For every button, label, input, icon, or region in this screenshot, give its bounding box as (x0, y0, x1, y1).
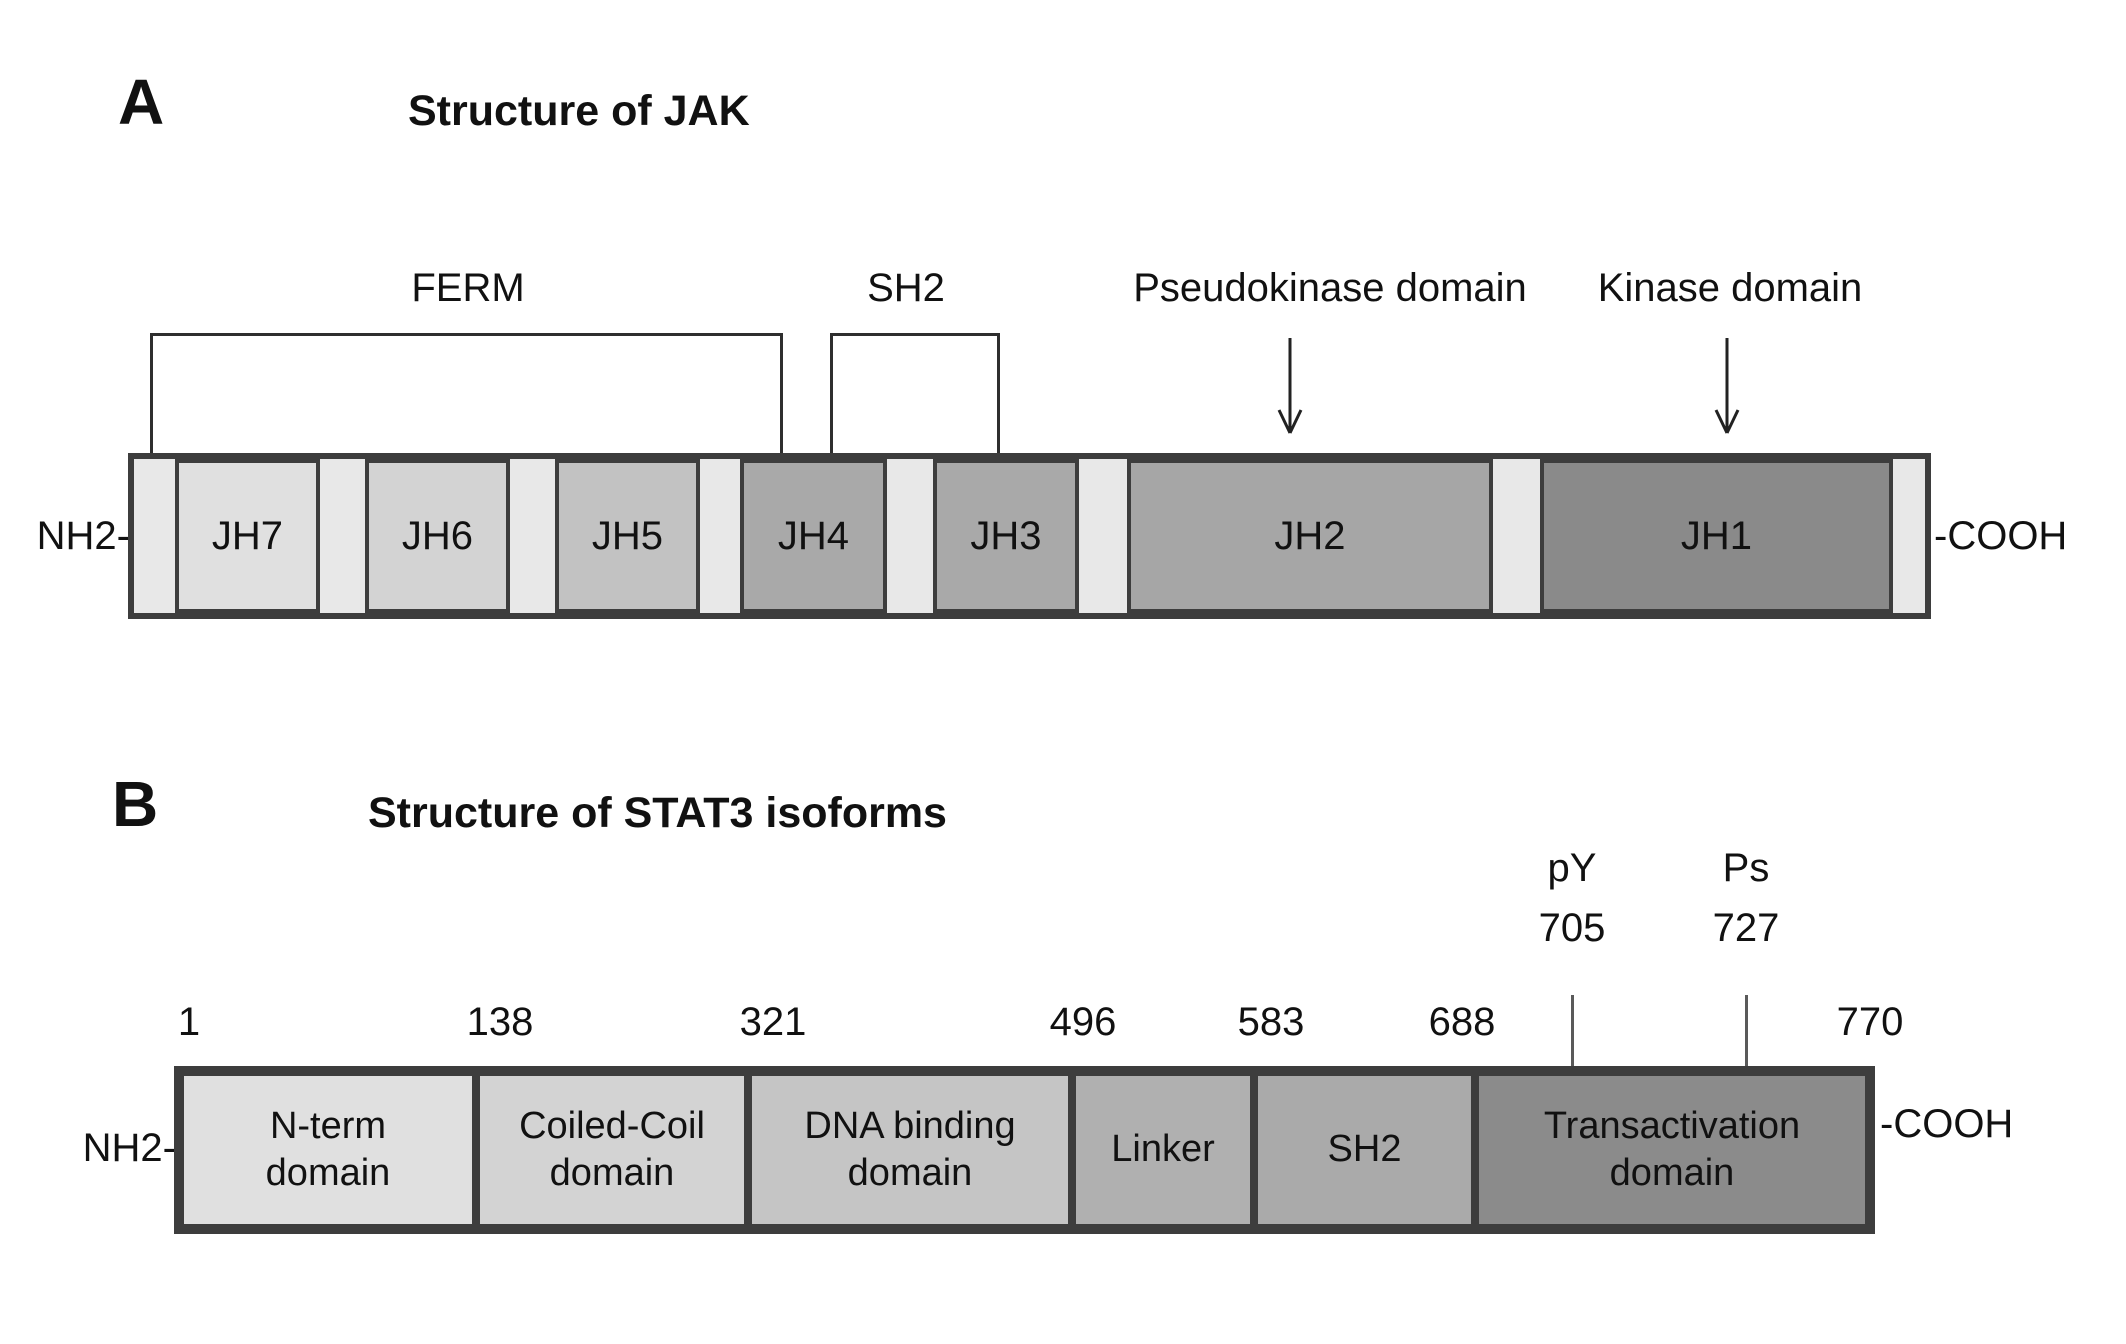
ferm-label: FERM (411, 266, 525, 310)
sh2-region-label: SH2 (867, 266, 945, 310)
jak-domain-jh3: JH3 (933, 459, 1079, 613)
stat3-domain-sh2: SH2 (1254, 1072, 1475, 1228)
jak-domain-jh1-label: JH1 (1680, 513, 1753, 558)
panel-a-title: Structure of JAK (408, 87, 750, 135)
pseudokinase-arrow-icon (1277, 338, 1303, 434)
stat3-domain-transactivation-line2: domain (1609, 1152, 1735, 1194)
jak-domain-jh7: JH7 (175, 459, 320, 613)
stat3-domain-coiledcoil-line2: domain (549, 1152, 675, 1194)
ps-site-position: 727 (1712, 906, 1780, 950)
jak-domain-jh7-label: JH7 (211, 513, 284, 558)
panel-b-cooh-label: -COOH (1880, 1102, 2014, 1146)
py-site-position: 705 (1538, 906, 1606, 950)
residue-583: 583 (1237, 1000, 1305, 1044)
panel-b-nh2-label: NH2- (82, 1126, 176, 1170)
sh2-bracket (830, 333, 1000, 453)
panel-a-nh2-label: NH2- (36, 514, 130, 558)
ps-site-label: Ps (1722, 846, 1770, 890)
jak-domain-jh2-label: JH2 (1274, 513, 1346, 558)
stat3-domain-transactivation: Transactivation domain (1475, 1072, 1869, 1228)
stat3-protein-bar: N-term domain Coiled-Coil domain DNA bin… (174, 1066, 1875, 1234)
stat3-domain-sh2-line1: SH2 (1327, 1128, 1402, 1171)
py-site-label: pY (1547, 846, 1597, 890)
residue-688: 688 (1428, 1000, 1496, 1044)
stat3-domain-linker-line1: Linker (1111, 1128, 1215, 1171)
py705-tick (1571, 995, 1574, 1066)
jak-domain-jh5-label: JH5 (591, 513, 664, 558)
jak-domain-jh2: JH2 (1127, 459, 1493, 613)
residue-1: 1 (177, 1000, 201, 1044)
panel-a-label: A (118, 66, 165, 138)
residue-138: 138 (466, 1000, 534, 1044)
stat3-domain-linker: Linker (1072, 1072, 1254, 1228)
jak-protein-bar: JH7 JH6 JH5 JH4 JH3 JH2 JH1 (128, 453, 1931, 619)
stat3-domain-coiledcoil-line1: Coiled-Coil (519, 1104, 705, 1147)
panel-b-label: B (112, 768, 159, 840)
stat3-domain-dnabinding-line2: domain (847, 1152, 973, 1194)
jak-domain-jh4-label: JH4 (777, 513, 850, 558)
stat3-domain-coiledcoil: Coiled-Coil domain (476, 1072, 748, 1228)
jak-domain-jh4: JH4 (740, 459, 887, 613)
stat3-domain-nterm-line2: domain (265, 1152, 391, 1194)
pseudokinase-domain-label: Pseudokinase domain (1133, 266, 1527, 310)
jak-domain-jh3-label: JH3 (970, 513, 1042, 558)
stat3-domain-nterm: N-term domain (180, 1072, 476, 1228)
jak-domain-jh1: JH1 (1540, 459, 1893, 613)
stat3-domain-transactivation-line1: Transactivation (1543, 1104, 1801, 1147)
stat3-domain-dnabinding: DNA binding domain (748, 1072, 1072, 1228)
ps727-tick (1745, 995, 1748, 1066)
ferm-bracket (150, 333, 783, 453)
stat3-domain-nterm-line1: N-term (269, 1104, 387, 1147)
residue-496: 496 (1049, 1000, 1117, 1044)
residue-321: 321 (739, 1000, 807, 1044)
kinase-domain-label: Kinase domain (1597, 266, 1863, 310)
kinase-arrow-icon (1714, 338, 1740, 434)
panel-a-cooh-label: -COOH (1934, 514, 2068, 558)
residue-770: 770 (1836, 1000, 1904, 1044)
jak-domain-jh5: JH5 (555, 459, 700, 613)
stat3-domain-dnabinding-line1: DNA binding (804, 1104, 1016, 1147)
jak-domain-jh6-label: JH6 (401, 513, 474, 558)
jak-domain-jh6: JH6 (365, 459, 510, 613)
panel-b-title: Structure of STAT3 isoforms (368, 789, 947, 837)
